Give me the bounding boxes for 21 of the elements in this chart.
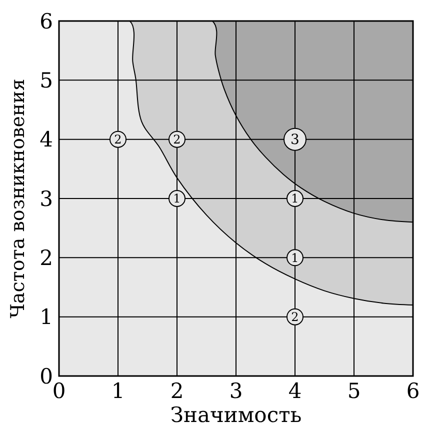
- y-tick-label: 2: [40, 246, 53, 270]
- y-tick-label: 4: [40, 128, 53, 152]
- annotation: 2: [173, 132, 181, 147]
- annotation: 3: [290, 132, 300, 148]
- annotation: 1: [291, 250, 299, 265]
- annotation: 1: [291, 192, 299, 206]
- x-tick-label: 2: [170, 379, 184, 403]
- annotation: 2: [114, 132, 122, 147]
- x-tick-label: 6: [406, 379, 420, 403]
- annotation: 2: [291, 310, 299, 324]
- x-tick-label: 1: [111, 379, 125, 403]
- annotation: 1: [173, 192, 181, 206]
- x-axis-title: Значимость: [170, 403, 302, 427]
- x-tick-label: 4: [288, 379, 302, 403]
- y-tick-label: 3: [40, 186, 53, 211]
- x-tick-label: 3: [229, 379, 243, 403]
- y-tick-label: 1: [40, 305, 53, 330]
- x-tick-label: 5: [347, 379, 361, 403]
- y-tick-label: 5: [40, 68, 53, 93]
- y-tick-label: 6: [40, 9, 53, 34]
- y-axis-title: Частота возникновения: [7, 78, 29, 318]
